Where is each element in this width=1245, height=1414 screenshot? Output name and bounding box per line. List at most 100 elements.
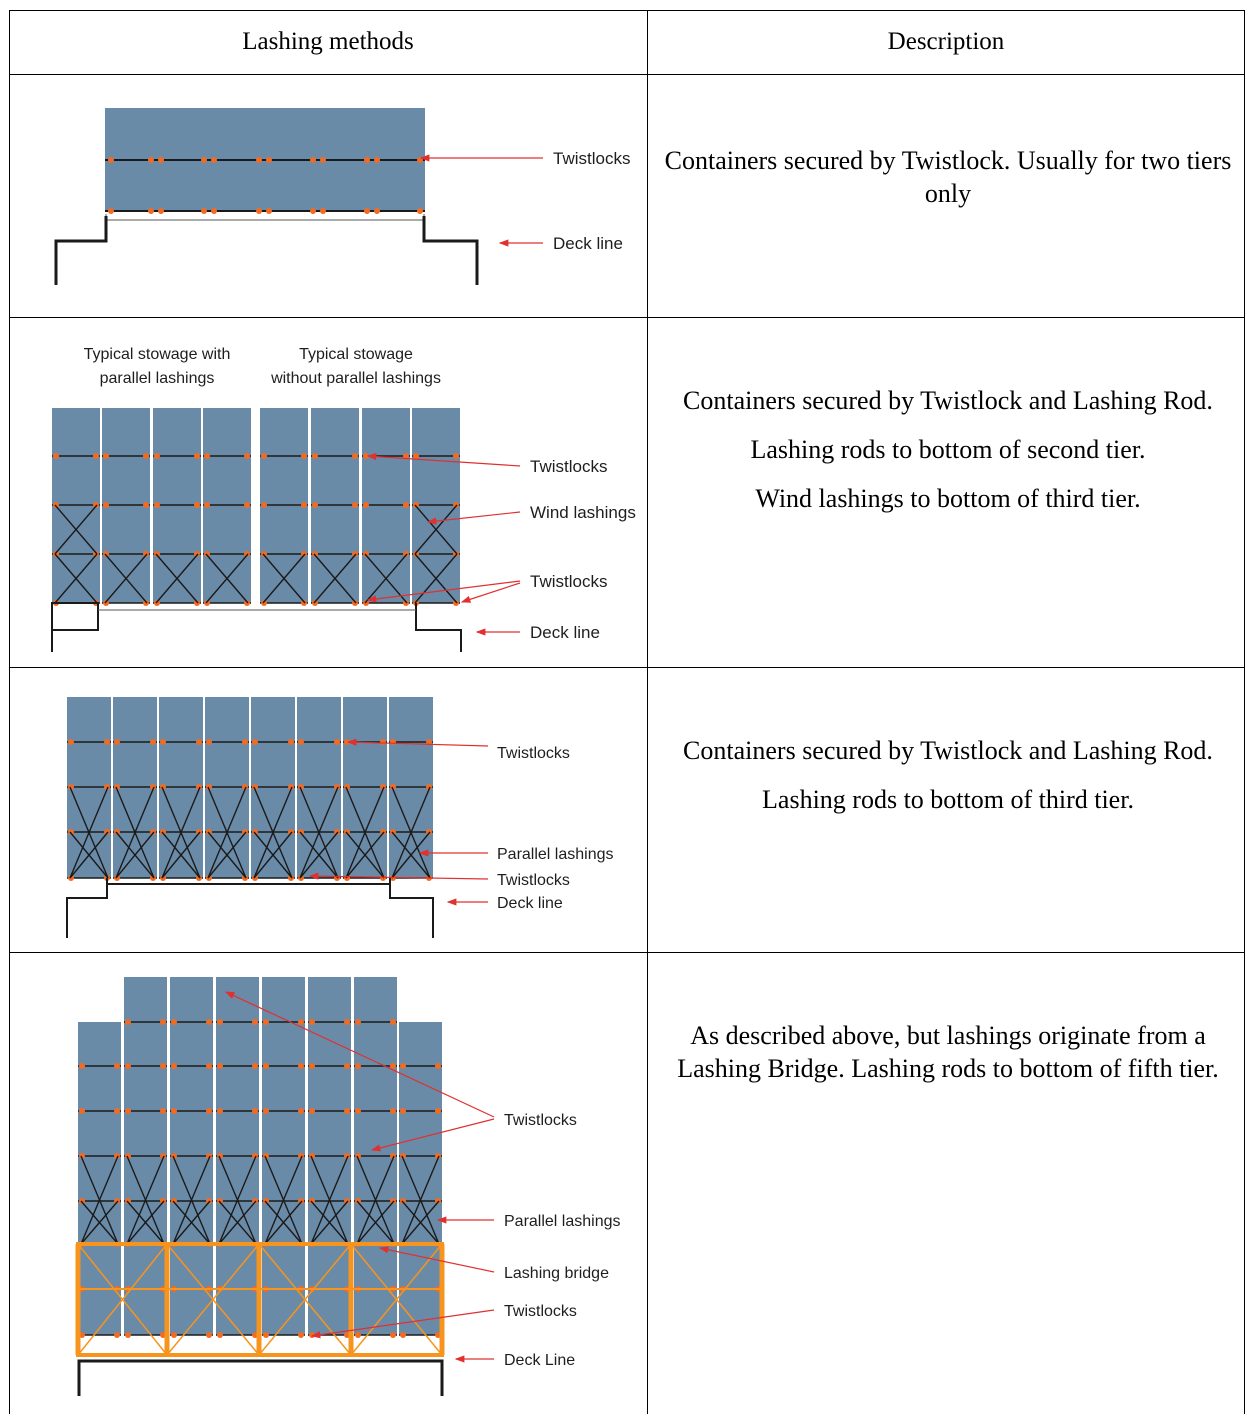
twistlocks-bottom-arrow-2 [460,582,521,603]
container-columns [52,408,460,606]
twistlocks-bottom-arrow [308,872,489,880]
twistlock-dot [204,551,210,557]
row-2-description: Containers secured by Twistlock and Lash… [664,384,1232,531]
lashing-rod [313,553,357,604]
twistlock-dot [79,1063,85,1069]
twistlock-dot [206,875,212,881]
twistlock-dot [242,829,248,835]
twistlocks-top-label: Twistlocks [530,457,607,476]
twistlock-dot [453,551,459,557]
twistlock-dot [194,551,200,557]
twistlock-dot [301,453,307,459]
twistlock-dot [334,739,340,745]
twistlock-dot [261,453,267,459]
twistlock-dot [403,502,409,508]
lashing-rod [262,553,306,604]
twistlock-dot [263,1019,269,1025]
row-2-description-text-3: Wind lashings to bottom of third tier. [755,484,1141,513]
twistlock-dot [242,784,248,790]
twistlock-dot [355,1198,361,1204]
twistlock-dot [143,600,149,606]
twistlock-dot [400,1198,406,1204]
twistlock-dot [390,875,396,881]
twistlock-dot [171,1198,177,1204]
twistlock-dot [103,453,109,459]
row-4-description-text: As described above, but lashings origina… [677,1021,1219,1083]
table-border-left [9,10,10,1414]
twistlock-dot [344,784,350,790]
deck-line-shape [77,1359,444,1396]
twistlock-dot [298,875,304,881]
twistlock-dot [453,600,459,606]
twistlock-dot [204,453,210,459]
table-border-top [9,10,1245,11]
twistlock-dot [380,875,386,881]
diagram-row-3: Twistlocks Parallel lashings Twistlocks … [66,697,614,938]
column-divider [647,10,648,1414]
twistlock-dot [103,600,109,606]
lashing-rod [310,1200,349,1245]
twistlock-dot [309,1153,315,1159]
lashing-rod [391,786,431,879]
twistlock-dot [53,551,59,557]
lashing-rod [115,831,155,879]
twistlock-dot [301,551,307,557]
twistlock-dot [206,784,212,790]
twistlock-dot [380,784,386,790]
twistlock-dot [53,502,59,508]
lashing-rod [414,504,458,555]
twistlock-dot [150,829,156,835]
diagram-row-1: Twistlocks Deck line [54,108,630,285]
twistlock-dot [298,1153,304,1159]
twistlock-dot [390,739,396,745]
parallel-lashings-label: Parallel lashings [504,1213,621,1230]
twistlock-dot [312,600,318,606]
twistlock-dot [171,1063,177,1069]
twistlock-dot [154,502,160,508]
twistlock-dot [344,1198,350,1204]
twistlock-dot [390,1153,396,1159]
twistlocks-top-label: Twistlocks [497,745,570,762]
twistlock-dot [390,829,396,835]
twistlock-dot [344,1063,350,1069]
row-divider-2 [9,667,1245,668]
twistlock-dot [355,1153,361,1159]
wind-lashings-arrow [426,511,521,525]
container-columns [78,977,442,1338]
twistlock-dot [334,829,340,835]
twistlock-dot [344,1153,350,1159]
twistlock-dot [160,1108,166,1114]
twistlock-dot [312,551,318,557]
twistlock-dot [171,1153,177,1159]
twistlock-dot [150,739,156,745]
twistlock-dot [244,453,250,459]
twistlock-dot [261,600,267,606]
lashing-rod [364,553,408,604]
twistlock-dot [68,875,74,881]
twistlock-dot [154,551,160,557]
twistlock-dot [298,829,304,835]
twistlock-dot [298,784,304,790]
twistlock-dot [453,502,459,508]
twistlock-dot [125,1153,131,1159]
twistlock-dot [114,829,120,835]
twistlock-dot [79,1153,85,1159]
twistlock-dot [390,1019,396,1025]
lashing-rod [172,1155,211,1245]
twistlock-dot [196,829,202,835]
twistlock-dot [217,1108,223,1114]
twistlock-dot [403,551,409,557]
twistlocks-bottom-label: Twistlocks [504,1303,577,1320]
twistlock-dot [194,502,200,508]
twistlock-dot [298,1108,304,1114]
twistlock-dot [217,1063,223,1069]
twistlocks-label: Twistlocks [553,149,630,168]
twistlock-dot [204,502,210,508]
twistlock-dot [288,829,294,835]
deck-line-label: Deck line [497,895,563,912]
twistlock-dot [426,829,432,835]
twistlock-dot [426,739,432,745]
lashing-rod [155,553,199,604]
bridge-brace [77,1243,168,1356]
twistlock-dot [352,600,358,606]
